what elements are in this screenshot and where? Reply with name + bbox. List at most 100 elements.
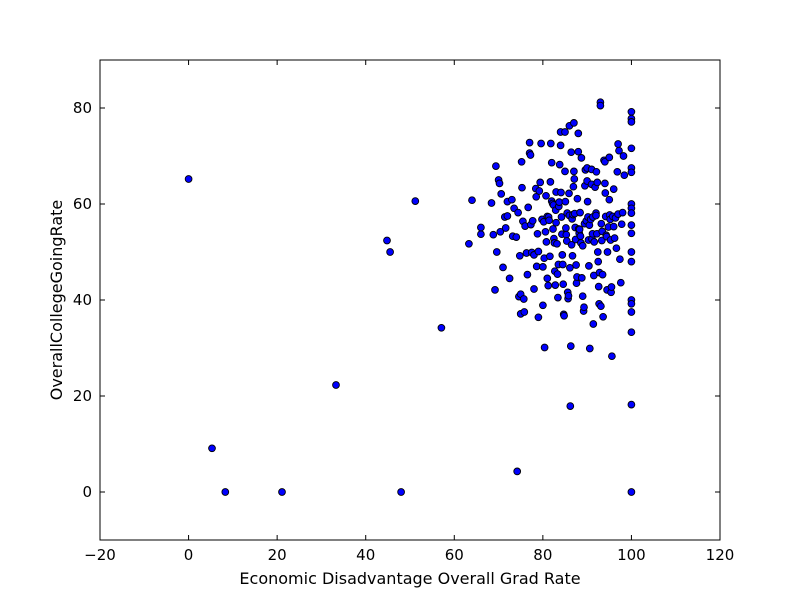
data-point: [616, 255, 624, 264]
data-point: [546, 178, 555, 186]
data-point: [610, 234, 619, 242]
data-point: [512, 233, 521, 241]
data-point: [605, 153, 614, 162]
data-point: [627, 257, 636, 266]
data-point: [557, 188, 565, 197]
data-point: [411, 197, 420, 205]
data-point: [569, 182, 578, 191]
data-point: [614, 140, 622, 148]
data-point: [397, 488, 405, 496]
data-point: [556, 141, 565, 150]
data-point: [559, 280, 568, 289]
data-point: [477, 230, 485, 239]
data-point: [570, 167, 578, 176]
data-point: [495, 179, 504, 188]
data-point: [627, 308, 636, 316]
data-point: [627, 299, 636, 308]
data-point: [583, 197, 592, 206]
data-point: [497, 190, 506, 198]
data-point: [566, 402, 575, 410]
data-point: [608, 352, 616, 361]
data-point: [594, 257, 603, 266]
data-point: [577, 274, 586, 282]
data-point: [575, 225, 584, 234]
data-point: [561, 197, 570, 206]
data-point: [505, 274, 514, 283]
data-point: [618, 208, 627, 217]
y-tick-label: 20: [73, 387, 92, 405]
data-point: [566, 342, 575, 350]
data-point: [539, 301, 547, 310]
data-point: [549, 225, 557, 233]
data-point: [627, 488, 636, 496]
data-point: [580, 303, 588, 312]
data-point: [576, 208, 584, 217]
data-point: [520, 308, 529, 316]
data-point: [468, 196, 476, 205]
data-point: [489, 230, 498, 239]
data-point: [553, 270, 562, 278]
data-point: [601, 179, 609, 188]
data-point: [562, 230, 571, 239]
data-point: [558, 260, 567, 269]
ticks-layer: −20 0 20 40 60 80 100 120 0 20 40 60 80: [73, 60, 734, 564]
data-point: [627, 168, 636, 177]
data-point: [554, 293, 562, 302]
data-point: [573, 194, 582, 203]
data-point: [574, 147, 583, 156]
data-point: [534, 247, 543, 256]
data-point: [518, 183, 526, 192]
data-point: [208, 444, 216, 453]
data-point: [617, 220, 626, 229]
data-point: [627, 118, 636, 126]
data-point: [627, 144, 636, 153]
data-point: [627, 229, 636, 238]
data-point: [627, 209, 636, 217]
data-point: [627, 221, 636, 229]
x-axis-label: Economic Disadvantage Overall Grad Rate: [239, 569, 580, 588]
data-point: [589, 320, 598, 328]
data-point: [567, 240, 576, 249]
data-point: [386, 248, 394, 256]
data-point: [523, 270, 532, 279]
data-point: [532, 192, 541, 201]
data-point: [526, 151, 535, 159]
data-point: [491, 286, 499, 294]
data-point: [437, 323, 446, 332]
plot-area: [100, 60, 720, 540]
data-point: [487, 199, 496, 207]
data-point: [332, 381, 340, 389]
data-point: [221, 488, 230, 496]
data-point: [525, 138, 534, 147]
data-point: [503, 212, 512, 220]
y-tick-label: 40: [73, 291, 92, 309]
x-tick-label: 40: [356, 546, 375, 564]
data-point: [605, 195, 614, 204]
data-point: [607, 283, 616, 291]
data-point: [609, 185, 618, 193]
data-point: [578, 241, 587, 250]
data-point: [620, 171, 629, 180]
data-point: [603, 248, 612, 256]
data-point: [593, 178, 602, 187]
data-point: [599, 312, 607, 321]
data-point: [594, 282, 603, 291]
data-point: [567, 148, 576, 157]
y-tick-label: 80: [73, 99, 92, 117]
data-point: [524, 203, 533, 212]
data-point: [568, 251, 577, 260]
data-point: [544, 281, 553, 290]
data-point: [555, 198, 564, 206]
data-point: [585, 262, 593, 270]
data-point: [553, 239, 561, 248]
data-point: [612, 244, 621, 253]
data-point: [609, 222, 618, 231]
data-point: [465, 239, 473, 248]
data-point: [565, 189, 573, 198]
data-point: [627, 328, 636, 337]
data-point: [562, 224, 570, 232]
data-point: [576, 232, 585, 241]
data-point: [590, 238, 599, 246]
data-point: [540, 343, 549, 352]
data-point: [513, 467, 522, 476]
